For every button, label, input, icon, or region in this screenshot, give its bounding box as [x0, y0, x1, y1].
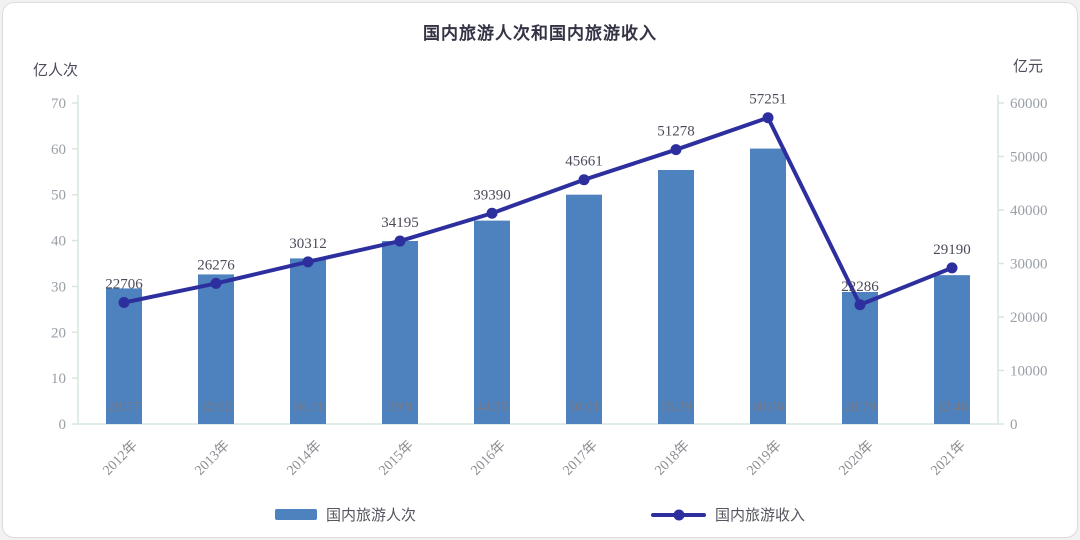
x-axis-tick-label: 2015年 [376, 438, 417, 479]
bar [382, 241, 418, 424]
bar-value-label: 60.06 [752, 400, 784, 415]
right-axis-tick-label: 50000 [1010, 150, 1048, 166]
right-axis-unit: 亿元 [1012, 59, 1043, 75]
combo-chart-plot: 0 10 20 30 40 50 60 70 0 10000 20000 30000 40000 5000… [51, 92, 1048, 479]
right-axis-tick-label: 20000 [1010, 310, 1048, 326]
line-point-label: 34195 [381, 215, 419, 231]
bar-series-swatch-icon [274, 509, 317, 520]
right-axis-tick-label: 30000 [1010, 257, 1048, 273]
line-point-marker [946, 262, 958, 274]
bar [566, 194, 602, 424]
bar [934, 275, 970, 424]
right-axis-tick-label: 40000 [1010, 203, 1048, 219]
line-point-label: 26276 [197, 257, 235, 273]
line-point-label: 39390 [473, 187, 511, 203]
right-axis-tick-label: 10000 [1010, 364, 1048, 380]
x-axis-tick-label: 2020年 [836, 438, 877, 479]
bar [842, 291, 878, 424]
legend-label-line-series: 国内旅游收入 [715, 508, 806, 524]
line-point-label: 45661 [565, 154, 603, 170]
chart-title: 国内旅游人次和国内旅游收入 [423, 24, 657, 43]
bar-value-label: 55.39 [660, 400, 692, 415]
line-point-marker [118, 297, 130, 309]
line-point-marker [394, 235, 406, 247]
line-path [122, 115, 954, 307]
bar-value-label: 28.79 [844, 400, 876, 415]
bar [474, 220, 510, 424]
bar [106, 288, 142, 424]
bar-value-label: 44.35 [476, 400, 508, 415]
x-axis-tick-label: 2019年 [744, 438, 785, 479]
x-axis-tick-label: 2021年 [928, 438, 969, 479]
line-point-label: 57251 [749, 92, 787, 108]
line-point-marker [854, 299, 866, 311]
line-series-swatch-icon [651, 509, 706, 520]
right-axis-tick-label: 0 [1010, 417, 1018, 433]
left-axis-tick-label: 40 [51, 234, 66, 250]
left-axis-tick-label: 20 [51, 325, 66, 341]
line-point-marker [486, 207, 498, 219]
legend-label-bar-series: 国内旅游人次 [325, 508, 416, 524]
left-axis-tick-label: 60 [51, 142, 66, 158]
bar-series: 29.57 32.62 36.11 39.9 44.35 50.01 55.39 60.06 2… [106, 148, 970, 424]
bar [658, 169, 694, 424]
bar [198, 274, 234, 424]
legend-item-bar-series[interactable]: 国内旅游人次 [274, 504, 416, 525]
x-axis-tick-label: 2018年 [652, 438, 693, 479]
line-point-marker [578, 174, 590, 186]
bar-value-label: 39.9 [388, 400, 413, 415]
line-point-label: 22706 [105, 277, 143, 293]
chart-legend: 国内旅游人次 国内旅游收入 [3, 504, 1077, 525]
x-axis-tick-label: 2017年 [560, 438, 601, 479]
left-axis-tick-label: 10 [51, 371, 66, 387]
line-series: 22706 26276 30312 34195 39390 45661 51278 57251… [105, 92, 971, 311]
line-point-label: 51278 [657, 124, 695, 140]
bar-value-label: 32.62 [200, 400, 232, 415]
left-axis-tick-label: 70 [51, 96, 66, 112]
bar [290, 258, 326, 424]
x-axis-labels: 2012年 2013年 2014年 2015年 2016年 2017年 2018年 2019年… [100, 438, 969, 479]
line-point-marker [210, 277, 222, 289]
left-axis-tick-label: 30 [51, 279, 66, 295]
left-axis-unit: 亿人次 [33, 63, 79, 79]
bar-value-label: 29.57 [108, 400, 140, 415]
line-point-label: 30312 [289, 236, 327, 252]
x-axis-tick-label: 2012年 [100, 438, 141, 479]
line-point-marker [670, 144, 682, 156]
line-point-marker [302, 256, 314, 268]
legend-item-line-series[interactable]: 国内旅游收入 [651, 504, 805, 525]
left-axis-tick-label: 50 [51, 188, 66, 204]
left-axis-tick-label: 0 [59, 417, 67, 433]
x-axis-tick-label: 2014年 [284, 438, 325, 479]
bar-value-label: 32.46 [936, 400, 968, 415]
line-point-label: 29190 [933, 242, 971, 258]
x-axis-tick-label: 2013年 [192, 438, 233, 479]
line-point-marker [762, 112, 774, 124]
line-point-label: 22286 [841, 279, 879, 295]
axes: 0 10 20 30 40 50 60 70 0 10000 20000 30000 40000 5000… [51, 95, 1048, 433]
bar-value-label: 36.11 [293, 400, 324, 415]
bar-value-label: 50.01 [568, 400, 600, 415]
right-axis-tick-label: 60000 [1010, 96, 1048, 112]
bar [750, 148, 786, 424]
x-axis-tick-label: 2016年 [468, 438, 509, 479]
